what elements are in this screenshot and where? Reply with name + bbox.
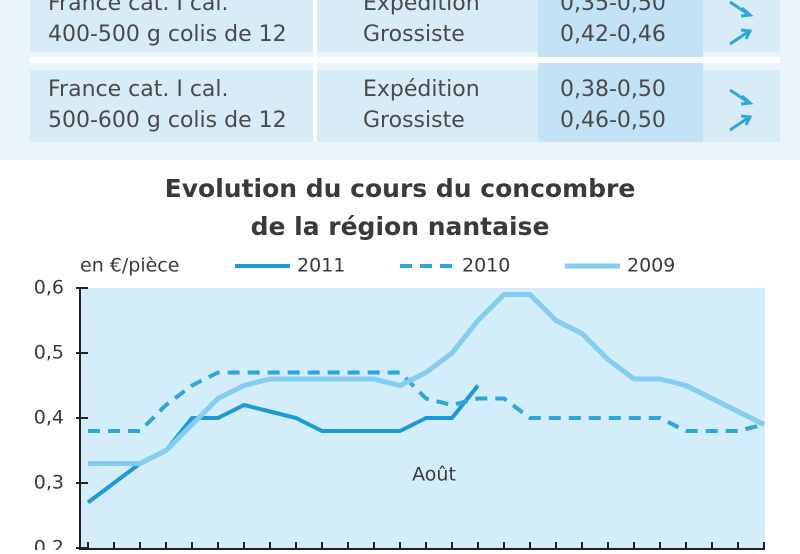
table: France cat. I cal. Expédition 0,35-0,50 400… <box>48 0 666 133</box>
price: 0,35-0,50 <box>560 0 666 16</box>
price: 0,38-0,50 <box>560 77 666 102</box>
chart-title: Evolution du cours du concombre <box>165 174 636 203</box>
arrows <box>729 0 754 132</box>
legend-label: 2009 <box>627 255 675 277</box>
y-tick-label: 0,5 <box>34 342 64 364</box>
stage: Grossiste <box>363 108 465 133</box>
price-column <box>538 0 703 142</box>
y-tick-label: 0,4 <box>34 407 64 429</box>
plot: 0,2 0,3 0,4 0,5 0,6 Août 2011 2010 2009 <box>34 255 766 554</box>
arrow-down <box>729 0 754 18</box>
arrow-up <box>729 28 753 46</box>
series-line <box>88 370 765 433</box>
y-axis-label: en €/pièce <box>80 255 179 277</box>
y-tick-label: 0,6 <box>34 277 64 299</box>
price: 0,46-0,50 <box>560 108 666 133</box>
product: 400-500 g colis de 12 <box>48 22 287 47</box>
stage: Expédition <box>363 77 480 102</box>
annotation: Août <box>412 464 456 486</box>
price: 0,42-0,46 <box>560 22 666 47</box>
chart-title: de la région nantaise <box>251 212 550 241</box>
product: France cat. I cal. <box>48 77 229 102</box>
y-tick-label: 0,2 <box>34 537 64 551</box>
stage: Expédition <box>363 0 480 16</box>
arrow-down <box>729 88 754 106</box>
product: 500-600 g colis de 12 <box>48 108 287 133</box>
legend-label: 2011 <box>297 255 345 277</box>
stage: Grossiste <box>363 22 465 47</box>
y-tick-label: 0,3 <box>34 472 64 494</box>
legend-label: 2010 <box>462 255 510 277</box>
series-line <box>88 292 766 466</box>
arrow-up <box>729 114 753 132</box>
product: France cat. I cal. <box>48 0 229 16</box>
